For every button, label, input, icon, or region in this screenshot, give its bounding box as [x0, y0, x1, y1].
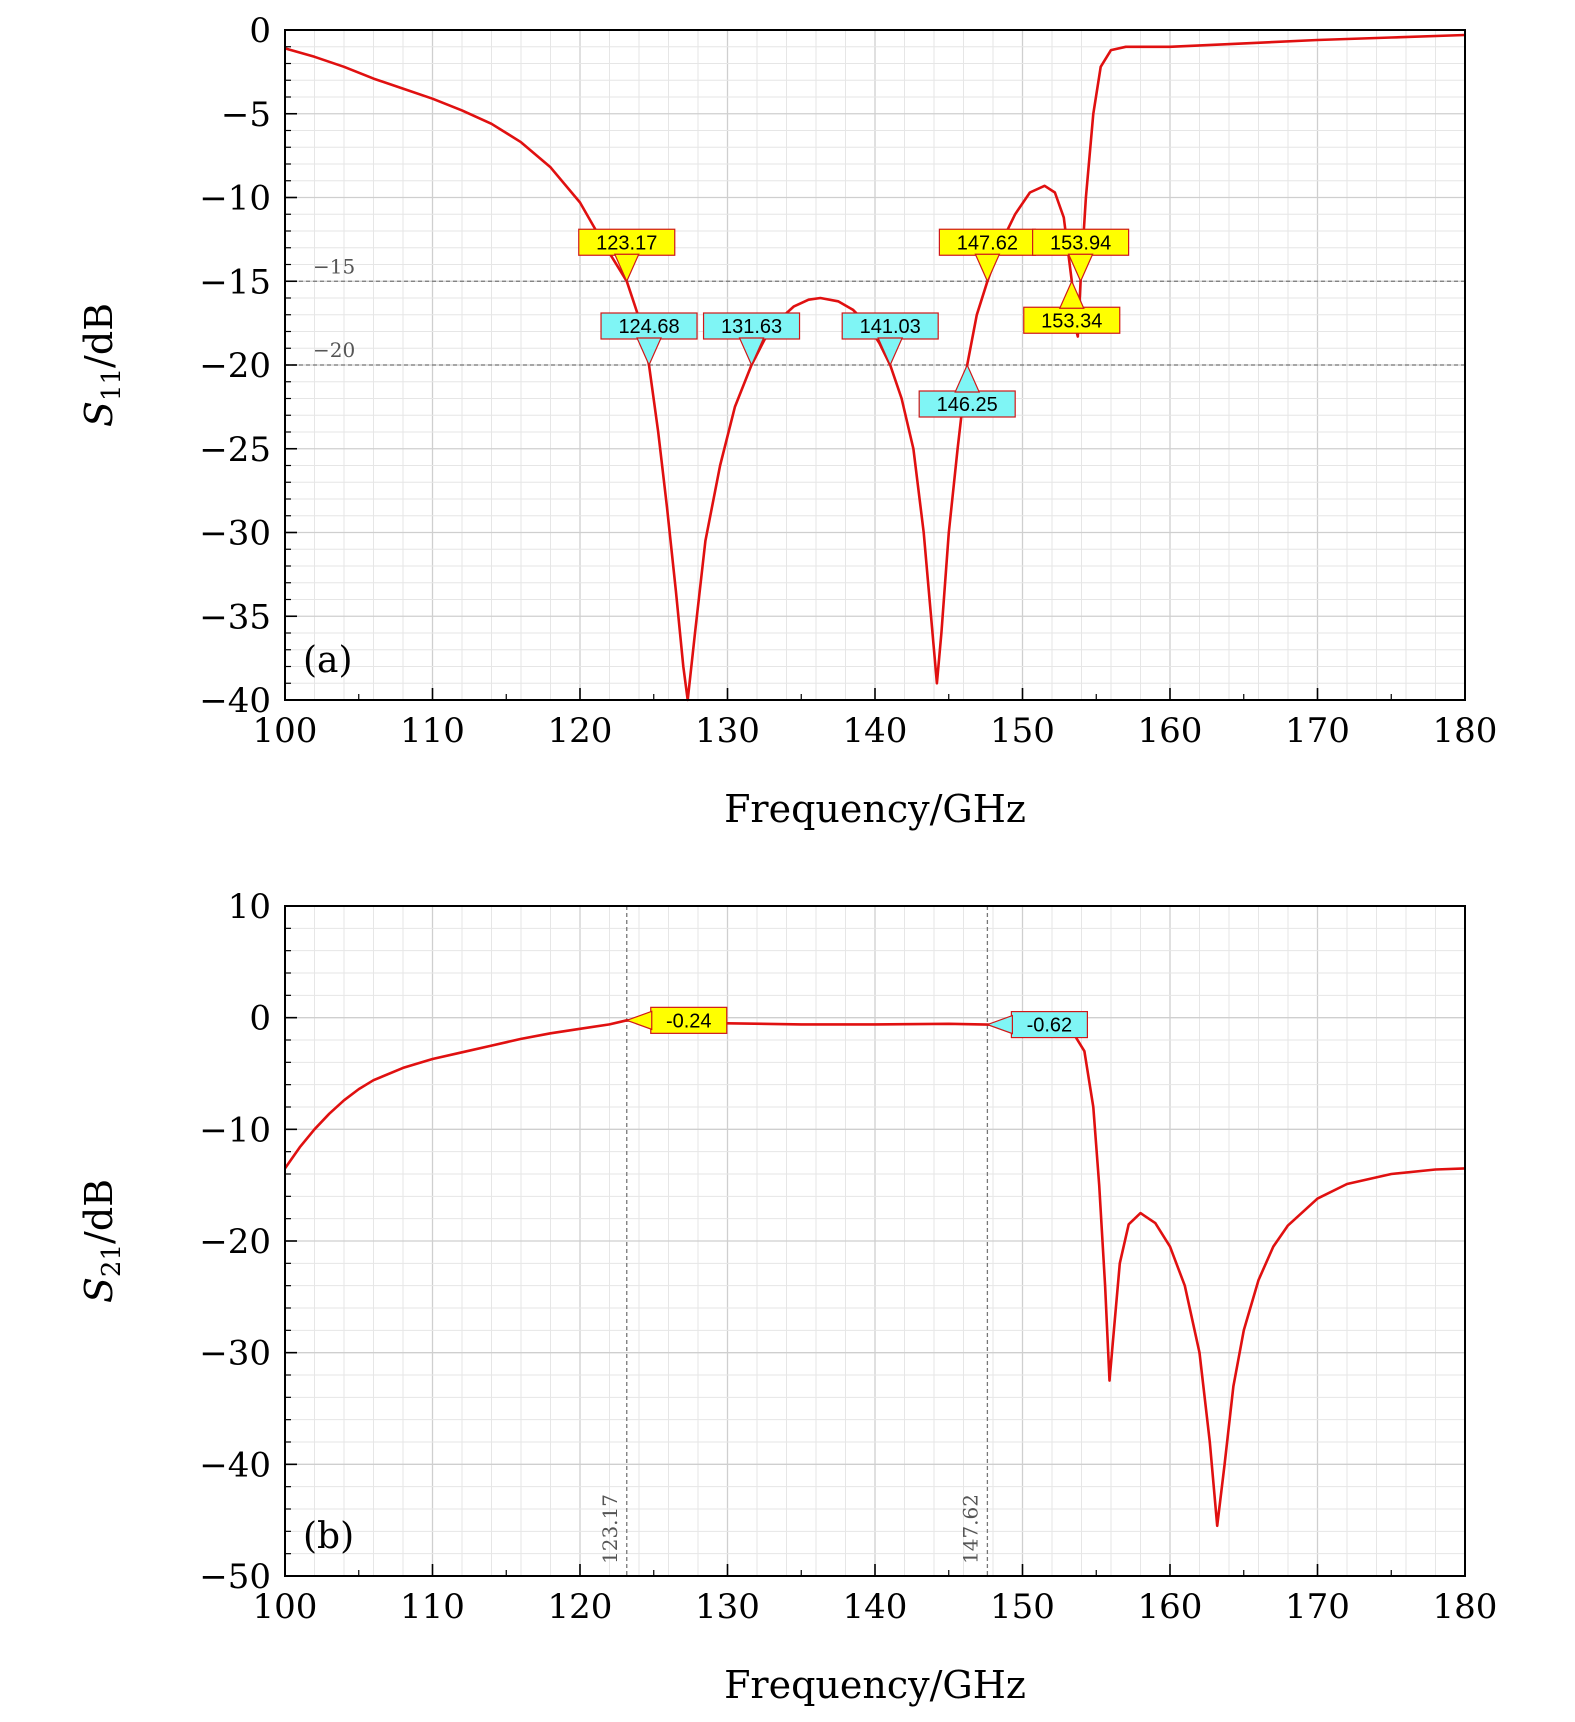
y-tick-label: −50 — [199, 1557, 271, 1597]
marker-box — [938, 228, 1036, 256]
marker-label: 123.17 — [596, 232, 657, 254]
marker-label: 141.03 — [860, 316, 921, 338]
marker-label: 124.68 — [618, 316, 679, 338]
y-tick-label: −10 — [199, 179, 271, 219]
x-axis-title: Frequency/GHz — [724, 787, 1026, 831]
x-tick-label: 170 — [1285, 1587, 1350, 1627]
panel-label: (a) — [303, 640, 353, 681]
marker-label: 153.94 — [1050, 232, 1111, 254]
marker-callout: -0.24 — [624, 1006, 728, 1034]
y-tick-label: −20 — [199, 1222, 271, 1262]
marker-label: 153.34 — [1041, 310, 1102, 332]
y-tick-label: −40 — [199, 681, 271, 721]
marker-callout: 124.68 — [600, 312, 698, 367]
x-tick-label: 160 — [1138, 711, 1203, 751]
grid — [284, 905, 1466, 1577]
marker-box — [702, 312, 801, 340]
marker-label: 146.25 — [937, 394, 998, 416]
marker-box — [578, 228, 676, 256]
marker-callout: 147.62 — [938, 228, 1036, 283]
marker-label: 131.63 — [721, 316, 782, 338]
y-tick-label: −30 — [199, 514, 271, 554]
marker-pointer — [877, 337, 904, 367]
marker-pointer — [738, 337, 765, 367]
marker-pointer — [624, 1010, 653, 1031]
marker-callout: 153.34 — [1023, 279, 1121, 334]
marker-callout: -0.62 — [985, 1010, 1088, 1039]
marker-callout: 123.17 — [578, 228, 676, 283]
marker-label: -0.24 — [666, 1010, 712, 1032]
x-tick-label: 110 — [400, 1587, 465, 1627]
x-tick-label: 140 — [843, 1587, 908, 1627]
y-axis-title-sub: 11 — [97, 368, 127, 401]
marker-pointer — [613, 253, 640, 283]
marker-box — [841, 312, 939, 340]
panel-a-s11-chart: −15 −20 123.17 124.68 131.63 141.03 146.25 147.… — [77, 11, 1497, 831]
marker-label: -0.62 — [1027, 1015, 1073, 1037]
marker-pointer — [974, 253, 1001, 283]
y-axis-title: S11/dB — [77, 303, 127, 427]
marker-pointer — [954, 363, 981, 393]
x-axis-title: Frequency/GHz — [724, 1663, 1026, 1707]
marker-callout: 146.25 — [918, 363, 1016, 418]
marker-label: 147.62 — [957, 232, 1018, 254]
y-tick-label: −35 — [199, 597, 271, 637]
vertical-marker-label: 123.17 — [598, 1494, 622, 1564]
x-tick-label: 170 — [1285, 711, 1350, 751]
x-tick-label: 100 — [253, 1587, 318, 1627]
y-axis-title-rest: /dB — [77, 303, 121, 368]
marker-pointer — [636, 337, 662, 367]
marker-pointer — [1058, 279, 1085, 309]
marker-box — [1032, 228, 1130, 256]
y-axis-title-base: S — [77, 1277, 121, 1303]
y-axis-title-rest: /dB — [77, 1179, 121, 1244]
panel-label: (b) — [303, 1516, 354, 1557]
marker-pointer — [985, 1014, 1013, 1035]
y-tick-label: −15 — [199, 262, 271, 302]
y-tick-label: −25 — [199, 430, 271, 470]
marker-callout: 131.63 — [702, 312, 801, 367]
y-tick-label: −5 — [221, 95, 271, 135]
y-tick-label: −40 — [199, 1445, 271, 1485]
marker-pointer — [1067, 253, 1094, 283]
x-tick-label: 130 — [695, 1587, 760, 1627]
y-tick-label: 0 — [249, 11, 271, 51]
y-axis-title-base: S — [77, 401, 121, 427]
marker-box — [1010, 1010, 1088, 1039]
x-tick-label: 150 — [990, 711, 1055, 751]
x-tick-label: 130 — [695, 711, 760, 751]
y-axis-title: S21/dB — [77, 1179, 127, 1303]
reference-line-label: −15 — [313, 254, 355, 278]
x-tick-label: 120 — [548, 711, 613, 751]
x-tick-label: 120 — [548, 1587, 613, 1627]
vertical-marker-label: 147.62 — [958, 1494, 982, 1564]
y-tick-label: −30 — [199, 1334, 271, 1374]
y-axis-title-sub: 21 — [97, 1244, 127, 1277]
x-tick-label: 140 — [843, 711, 908, 751]
series-line — [283, 1019, 1466, 1528]
x-tick-label: 160 — [1138, 1587, 1203, 1627]
reference-line-label: −20 — [313, 338, 355, 362]
y-tick-label: 10 — [228, 887, 271, 927]
y-tick-label: −20 — [199, 346, 271, 386]
x-tick-label: 180 — [1433, 711, 1498, 751]
y-tick-label: 0 — [249, 999, 271, 1039]
marker-callout: 141.03 — [841, 312, 939, 367]
y-tick-label: −10 — [199, 1110, 271, 1150]
x-tick-label: 150 — [990, 1587, 1055, 1627]
x-tick-label: 100 — [253, 711, 318, 751]
x-tick-label: 180 — [1433, 1587, 1498, 1627]
marker-callout: 153.94 — [1032, 228, 1130, 283]
marker-box — [650, 1006, 728, 1034]
x-tick-label: 110 — [400, 711, 465, 751]
